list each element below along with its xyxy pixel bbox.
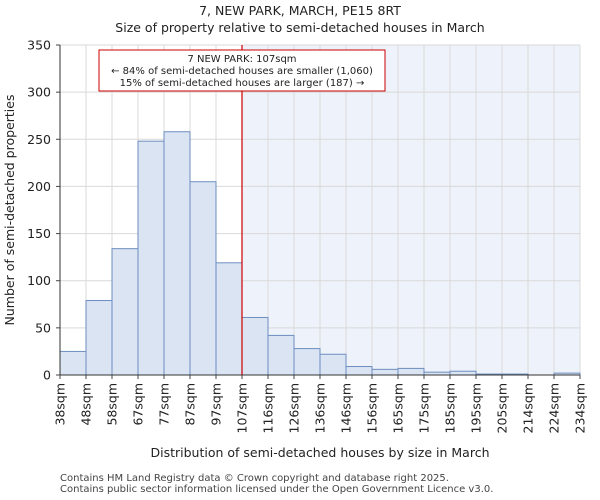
footer-licence: Contains public sector information licen… [60,484,494,495]
y-tick-label: 0 [43,368,51,383]
y-tick-label: 100 [27,273,51,288]
histogram-bar [371,368,399,376]
histogram-bar [59,350,87,376]
annotation-text: ← 84% of semi-detached houses are smalle… [111,66,373,77]
annotation-text: 7 NEW PARK: 107sqm [187,54,296,65]
x-tick-label: 146sqm [339,383,354,433]
x-tick-label: 116sqm [261,383,276,433]
histogram-bar [397,367,425,376]
y-tick-label: 250 [27,132,51,147]
histogram-bar [111,248,139,376]
y-tick-label: 150 [27,226,51,241]
x-tick-label: 195sqm [469,383,484,433]
y-tick-label: 200 [27,179,51,194]
x-tick-label: 77sqm [157,383,172,426]
x-tick-label: 136sqm [313,383,328,433]
x-tick-label: 58sqm [105,383,120,426]
annotation-text: 15% of semi-detached houses are larger (… [120,78,365,89]
x-tick-label: 205sqm [495,383,510,433]
chart-title: 7, NEW PARK, MARCH, PE15 8RT [199,3,401,18]
y-tick-label: 350 [27,38,51,53]
x-tick-label: 156sqm [365,383,380,433]
histogram-bar [345,366,373,376]
highlight-region [242,45,580,375]
histogram-bar [163,131,191,376]
histogram-bar [189,181,217,376]
annotation-box [98,49,386,92]
x-tick-label: 48sqm [79,383,94,426]
y-axis-title: Number of semi-detached properties [2,95,17,326]
x-tick-label: 107sqm [235,383,250,433]
x-tick-label: 185sqm [443,383,458,433]
x-tick-label: 126sqm [287,383,302,433]
histogram-bar [241,316,269,376]
x-axis-title: Distribution of semi-detached houses by … [150,445,489,460]
x-tick-label: 234sqm [573,383,588,433]
footer-copyright: Contains HM Land Registry data © Crown c… [60,473,449,484]
x-tick-label: 87sqm [183,383,198,426]
x-tick-label: 165sqm [391,383,406,433]
x-tick-label: 97sqm [209,383,224,426]
x-tick-label: 67sqm [131,383,146,426]
histogram-bar [267,334,295,376]
histogram-bar [85,300,113,376]
x-tick-label: 38sqm [53,383,68,426]
y-tick-label: 50 [35,320,51,335]
histogram-bar [293,348,321,376]
histogram-bar [137,140,165,376]
x-tick-label: 175sqm [417,383,432,433]
histogram-bar [215,262,243,376]
x-tick-label: 214sqm [521,383,536,433]
histogram-bar [319,353,347,376]
y-tick-label: 300 [27,85,51,100]
chart-subtitle: Size of property relative to semi-detach… [115,20,485,35]
x-tick-label: 224sqm [547,383,562,433]
histogram-bar [449,370,477,376]
